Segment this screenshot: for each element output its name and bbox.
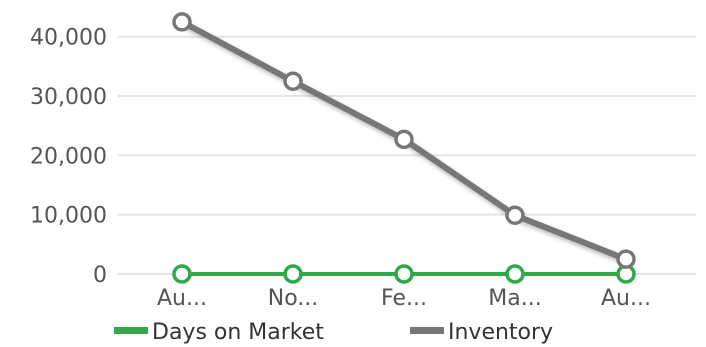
x-tick-label: Ma... [488, 286, 541, 311]
legend-label: Days on Market [152, 320, 324, 345]
legend-swatch [114, 327, 148, 334]
legend: Days on Market Inventory [114, 320, 553, 345]
inventory-point[interactable] [394, 129, 414, 150]
days-on-market-series [172, 264, 636, 284]
legend-item-days-on-market[interactable]: Days on Market [114, 320, 324, 345]
y-tick-label: 20,000 [30, 144, 107, 169]
inventory-point[interactable] [616, 249, 636, 269]
legend-swatch [410, 327, 444, 334]
x-axis: Au... No... Fe... Ma... Au... [157, 286, 651, 311]
x-tick-label: Au... [601, 286, 651, 311]
inventory-point[interactable] [283, 71, 303, 91]
x-tick-label: No... [268, 286, 319, 311]
y-axis: 0 10,000 20,000 30,000 40,000 [30, 26, 107, 288]
y-tick-label: 0 [93, 263, 107, 288]
legend-item-inventory[interactable]: Inventory [410, 320, 553, 345]
inventory-point[interactable] [505, 205, 525, 226]
grid [118, 35, 696, 275]
inventory-point[interactable] [172, 12, 192, 32]
days-on-market-point[interactable] [505, 264, 525, 284]
days-on-market-point[interactable] [394, 264, 414, 284]
legend-label: Inventory [448, 320, 553, 345]
y-tick-label: 40,000 [30, 26, 107, 51]
days-on-market-point[interactable] [172, 264, 192, 284]
x-tick-label: Fe... [381, 286, 427, 311]
inventory-series [172, 12, 636, 269]
days-on-market-point[interactable] [283, 264, 303, 284]
y-tick-label: 10,000 [30, 204, 107, 229]
y-tick-label: 30,000 [30, 85, 107, 110]
x-tick-label: Au... [157, 286, 207, 311]
plot-area [172, 12, 636, 284]
